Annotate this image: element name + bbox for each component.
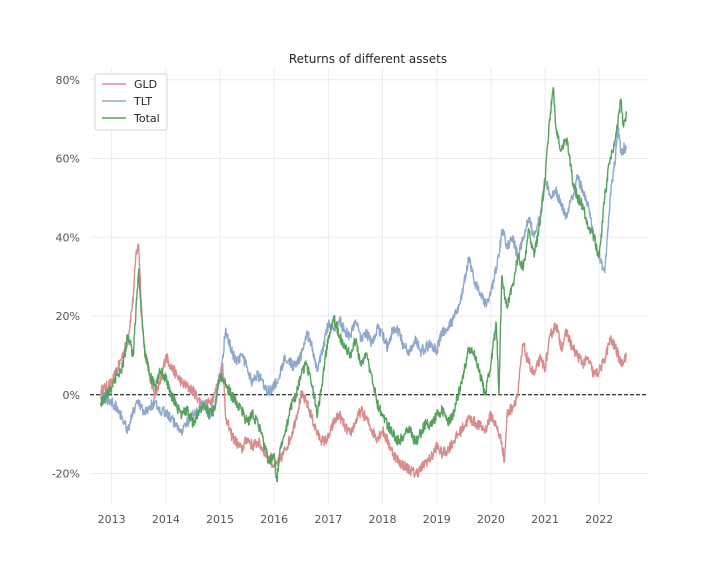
y-tick-label: 0%	[63, 389, 80, 402]
x-tick-label: 2022	[585, 513, 613, 526]
x-tick-label: 2015	[206, 513, 234, 526]
y-tick-label: 80%	[56, 74, 80, 87]
x-tick-label: 2014	[152, 513, 180, 526]
legend-label: TLT	[133, 95, 152, 108]
series-line-gld	[100, 243, 627, 478]
legend-label: GLD	[134, 78, 157, 91]
tick-labels: 2013 2014 2015 2016 2017 2018 2019 2020 2021 2022…	[52, 74, 614, 526]
x-tick-label: 2016	[260, 513, 288, 526]
x-tick-label: 2018	[369, 513, 397, 526]
series-line-tlt	[100, 126, 627, 436]
grid-lines	[90, 68, 648, 505]
x-tick-label: 2021	[531, 513, 559, 526]
legend-label: Total	[133, 112, 160, 125]
y-tick-label: 60%	[56, 153, 80, 166]
x-tick-label: 2019	[423, 513, 451, 526]
y-tick-label: -20%	[52, 468, 80, 481]
x-tick-label: 2020	[477, 513, 505, 526]
y-tick-label: 20%	[56, 310, 80, 323]
series-lines	[100, 87, 627, 483]
x-tick-label: 2017	[314, 513, 342, 526]
legend-frame	[94, 73, 168, 131]
chart-title: Returns of different assets	[289, 52, 447, 66]
y-tick-label: 40%	[56, 231, 80, 244]
x-tick-label: 2013	[98, 513, 126, 526]
series-line-total	[100, 87, 627, 483]
legend: GLD TLT Total	[94, 73, 168, 131]
